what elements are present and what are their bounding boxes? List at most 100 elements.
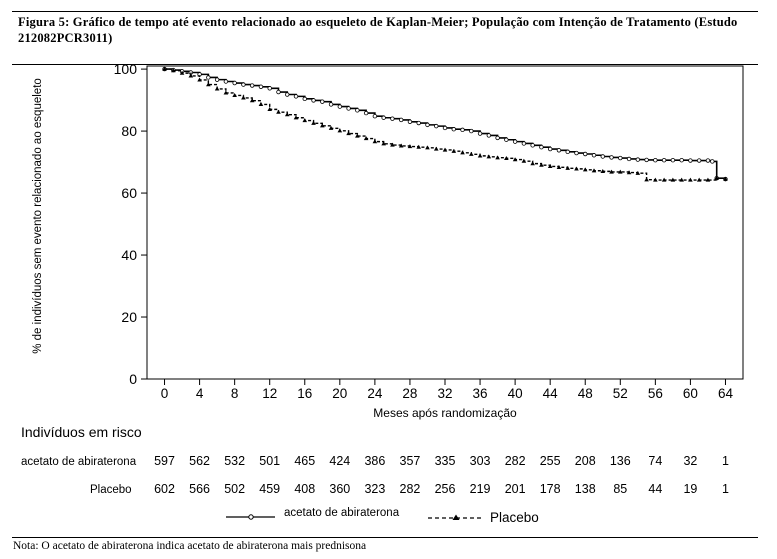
point-placebo-40 <box>512 157 518 162</box>
point-abiraterona-20 <box>337 104 343 109</box>
risk-value-abiraterona-5: 424 <box>329 454 350 468</box>
y-tick-label-20: 20 <box>121 309 137 325</box>
y-tick-label-40: 40 <box>121 247 137 263</box>
x-tick-label-48: 48 <box>578 386 593 401</box>
point-abiraterona-39 <box>504 137 509 142</box>
point-abiraterona-16 <box>302 96 307 102</box>
risk-value-abiraterona-2: 532 <box>224 454 245 468</box>
point-abiraterona-37 <box>486 133 492 138</box>
point-placebo-50 <box>600 168 606 173</box>
x-tick-label-20: 20 <box>332 386 347 401</box>
point-abiraterona-19 <box>328 102 334 107</box>
point-placebo-62 <box>705 177 711 182</box>
point-placebo-29 <box>416 144 422 149</box>
plot-border <box>146 65 744 380</box>
point-abiraterona-23 <box>363 110 369 116</box>
point-abiraterona-8 <box>232 80 237 86</box>
point-abiraterona-15 <box>293 94 299 99</box>
point-abiraterona-22 <box>355 108 360 113</box>
point-placebo-3 <box>188 73 194 78</box>
risk-value-abiraterona-11: 255 <box>540 454 561 468</box>
point-placebo-6 <box>214 86 220 91</box>
point-abiraterona-59 <box>679 158 684 163</box>
point-abiraterona-7 <box>223 79 229 84</box>
legend-item-abiraterona: acetato de abiraterona <box>226 507 400 520</box>
point-placebo-18 <box>319 123 325 128</box>
figure-caption: Figura 5: Gráfico de tempo até evento re… <box>18 15 738 45</box>
point-placebo-20 <box>337 128 343 133</box>
plot-frame <box>146 65 744 380</box>
x-tick-label-44: 44 <box>543 386 559 401</box>
point-abiraterona-50 <box>600 154 605 159</box>
y-tick-label-60: 60 <box>121 185 137 201</box>
risk-value-abiraterona-6: 386 <box>364 454 385 468</box>
point-abiraterona-42 <box>530 143 535 148</box>
point-placebo-44 <box>547 164 553 169</box>
legend-label-abiraterona: acetato de abiraterona <box>284 507 400 519</box>
risk-value-abiraterona-9: 303 <box>470 454 491 468</box>
risk-value-placebo-3: 459 <box>259 482 280 496</box>
point-abiraterona-53 <box>626 156 632 162</box>
point-abiraterona-6 <box>214 77 220 82</box>
risk-value-placebo-7: 282 <box>400 482 421 496</box>
point-placebo-17 <box>311 120 316 125</box>
x-tick-label-4: 4 <box>196 386 204 401</box>
point-placebo-2 <box>179 70 185 75</box>
point-placebo-31 <box>433 146 439 151</box>
risk-value-abiraterona-16: 1 <box>722 454 729 468</box>
x-axis-label: Meses após randomização <box>373 406 517 420</box>
point-abiraterona-35 <box>469 128 474 134</box>
point-abiraterona-51 <box>609 155 614 160</box>
point-placebo-35 <box>468 151 474 156</box>
point-abiraterona-44 <box>547 146 553 152</box>
risk-value-abiraterona-7: 357 <box>400 454 421 468</box>
x-tick-label-40: 40 <box>508 386 523 401</box>
point-placebo-49 <box>591 168 597 173</box>
y-tick-label-0: 0 <box>129 371 137 387</box>
series-line-abiraterona <box>164 68 727 180</box>
series-line-placebo <box>164 68 727 181</box>
point-abiraterona-49 <box>591 153 597 158</box>
point-abiraterona-36 <box>477 131 483 136</box>
x-tick-label-56: 56 <box>648 386 663 401</box>
point-placebo-55 <box>644 177 649 182</box>
point-abiraterona-52 <box>618 155 623 161</box>
risk-value-placebo-6: 323 <box>364 482 385 496</box>
risk-value-abiraterona-3: 501 <box>259 454 280 468</box>
legend-item-placebo: Placebo <box>428 510 539 525</box>
point-abiraterona-40 <box>512 139 518 144</box>
risk-value-abiraterona-1: 562 <box>189 454 210 468</box>
point-abiraterona-27 <box>398 117 404 123</box>
point-placebo-61 <box>696 177 702 182</box>
series-layer <box>162 66 728 182</box>
point-abiraterona-31 <box>434 123 439 129</box>
point-placebo-9 <box>241 95 246 100</box>
point-placebo-15 <box>293 115 299 120</box>
point-placebo-32 <box>442 147 448 152</box>
risk-value-placebo-4: 408 <box>294 482 315 496</box>
risk-value-placebo-15: 19 <box>683 482 697 496</box>
point-placebo-30 <box>425 145 430 150</box>
point-abiraterona-12 <box>267 86 272 91</box>
point-placebo-51 <box>609 169 614 174</box>
point-abiraterona-55 <box>644 157 649 163</box>
point-placebo-8 <box>232 93 237 98</box>
point-abiraterona-17 <box>311 98 316 103</box>
risk-value-placebo-13: 85 <box>613 482 627 496</box>
point-abiraterona-38 <box>495 135 500 141</box>
point-placebo-43 <box>539 162 544 167</box>
point-abiraterona-28 <box>407 119 413 124</box>
point-placebo-12 <box>267 106 273 111</box>
x-tick-label-8: 8 <box>231 386 239 401</box>
risk-value-abiraterona-13: 136 <box>610 454 631 468</box>
point-placebo-13 <box>276 109 281 114</box>
point-placebo-58 <box>670 177 676 182</box>
risk-value-abiraterona-8: 335 <box>435 454 456 468</box>
point-abiraterona-45 <box>556 148 562 153</box>
risk-value-placebo-5: 360 <box>329 482 350 496</box>
risk-value-abiraterona-0: 597 <box>154 454 175 468</box>
y-tick-label-100: 100 <box>114 61 138 77</box>
point-placebo-60 <box>688 177 693 182</box>
point-abiraterona-58 <box>670 158 676 163</box>
point-placebo-53 <box>626 170 632 175</box>
